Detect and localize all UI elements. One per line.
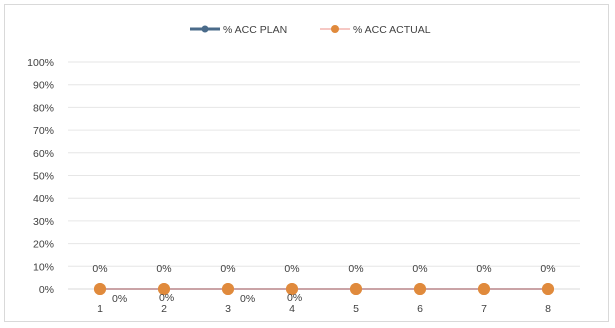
y-tick-label: 0% bbox=[39, 284, 54, 296]
data-label: 0% bbox=[92, 263, 107, 275]
x-tick-label: 1 bbox=[97, 303, 103, 315]
y-tick-label: 80% bbox=[33, 102, 54, 114]
data-label: 0% bbox=[240, 293, 255, 305]
data-label: 0% bbox=[348, 263, 363, 275]
data-point bbox=[286, 283, 298, 295]
y-tick-label: 60% bbox=[33, 148, 54, 160]
x-axis-tick-labels: 1 2 3 4 5 6 7 8 bbox=[97, 303, 551, 315]
data-labels: 0% 0% 0% 0% 0% 0% 0% 0% 0% 0% 0% 0% bbox=[92, 263, 555, 305]
x-tick-label: 4 bbox=[289, 303, 295, 315]
x-tick-label: 3 bbox=[225, 303, 231, 315]
data-point bbox=[542, 283, 554, 295]
legend-label: % ACC PLAN bbox=[223, 24, 287, 36]
legend-marker bbox=[331, 25, 339, 33]
y-tick-label: 30% bbox=[33, 216, 54, 228]
data-label: 0% bbox=[287, 292, 302, 304]
x-tick-label: 5 bbox=[353, 303, 359, 315]
data-label: 0% bbox=[220, 263, 235, 275]
series bbox=[94, 283, 554, 295]
data-point bbox=[414, 283, 426, 295]
data-label: 0% bbox=[159, 292, 174, 304]
y-tick-label: 70% bbox=[33, 125, 54, 137]
legend-marker bbox=[201, 25, 209, 33]
y-tick-label: 50% bbox=[33, 171, 54, 183]
data-label: 0% bbox=[156, 263, 171, 275]
data-point bbox=[222, 283, 234, 295]
y-tick-label: 10% bbox=[33, 261, 54, 273]
data-label: 0% bbox=[112, 293, 127, 305]
series-acc-actual bbox=[94, 283, 554, 295]
y-tick-label: 20% bbox=[33, 239, 54, 251]
y-tick-label: 90% bbox=[33, 80, 54, 92]
legend-item-acc-plan: % ACC PLAN bbox=[190, 24, 287, 36]
legend-label: % ACC ACTUAL bbox=[353, 24, 431, 36]
data-point bbox=[158, 283, 170, 295]
x-tick-label: 8 bbox=[545, 303, 551, 315]
x-tick-label: 7 bbox=[481, 303, 487, 315]
data-point bbox=[94, 283, 106, 295]
data-label: 0% bbox=[284, 263, 299, 275]
x-tick-label: 2 bbox=[161, 303, 167, 315]
y-axis-tick-labels: 0% 10% 20% 30% 40% 50% 60% 70% 80% 90% 100% bbox=[27, 57, 54, 296]
data-label: 0% bbox=[412, 263, 427, 275]
legend: % ACC PLAN % ACC ACTUAL bbox=[190, 24, 431, 36]
legend-item-acc-actual: % ACC ACTUAL bbox=[320, 24, 431, 36]
data-point bbox=[478, 283, 490, 295]
data-label: 0% bbox=[476, 263, 491, 275]
chart-frame bbox=[4, 4, 609, 322]
x-tick-label: 6 bbox=[417, 303, 423, 315]
data-label: 0% bbox=[540, 263, 555, 275]
y-tick-label: 40% bbox=[33, 193, 54, 205]
data-point bbox=[350, 283, 362, 295]
gridlines bbox=[68, 61, 580, 267]
y-tick-label: 100% bbox=[27, 57, 54, 69]
